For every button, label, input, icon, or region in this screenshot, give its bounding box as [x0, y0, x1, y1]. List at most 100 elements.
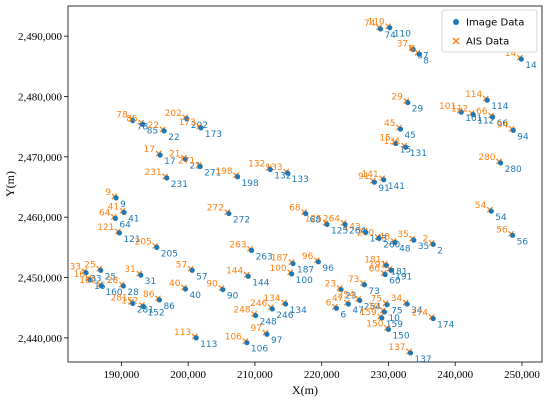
- image-point-label: 48: [399, 245, 411, 255]
- image-marker: [498, 160, 504, 166]
- ais-point-label: 112: [451, 105, 468, 115]
- image-point-label: 31: [145, 277, 156, 287]
- ais-point-label: 159: [360, 308, 377, 318]
- image-point-label: 106: [251, 345, 268, 355]
- x-tick-label: 220,000: [304, 369, 340, 381]
- ais-point-label: 66: [476, 107, 488, 117]
- ais-point-label: 40: [169, 279, 181, 289]
- ship-point: 121 121: [97, 223, 140, 245]
- image-marker: [164, 175, 170, 181]
- x-tick-label: 210,000: [237, 369, 273, 381]
- ship-point: 96 96: [302, 252, 334, 274]
- y-tick-label: 2,460,000: [18, 212, 63, 224]
- ais-point-label: 254: [338, 290, 355, 300]
- image-marker: [184, 116, 190, 122]
- image-point-label: 263: [256, 252, 273, 262]
- image-point-label: 272: [233, 216, 250, 226]
- ship-point: 25 25: [84, 260, 116, 282]
- ais-point-label: 114: [465, 90, 482, 100]
- ship-point: 34 34: [391, 294, 423, 316]
- x-tick-label: 230,000: [371, 369, 407, 381]
- image-marker: [157, 152, 163, 158]
- x-tick-label: 190,000: [104, 369, 140, 381]
- x-tick-label: 240,000: [437, 369, 473, 381]
- ais-point-label: 45: [384, 119, 395, 129]
- image-marker: [315, 259, 321, 265]
- image-point-label: 132: [274, 172, 291, 182]
- image-point-label: 191: [395, 272, 412, 282]
- ship-point: 28 28: [107, 276, 139, 298]
- image-marker: [98, 267, 104, 273]
- image-marker: [197, 163, 203, 170]
- ais-point-label: 101: [439, 102, 456, 112]
- ship-point: 198 198: [215, 167, 259, 189]
- image-point-label: 75: [391, 307, 402, 317]
- data-points: 1101107474373788141411411429291011011121…: [70, 18, 537, 365]
- image-marker: [470, 112, 476, 118]
- image-point-label: 131: [410, 149, 427, 159]
- image-marker: [140, 303, 147, 310]
- image-marker: [193, 335, 199, 341]
- image-point-label: 47: [352, 306, 363, 316]
- ais-point-label: 100: [269, 264, 286, 274]
- ais-point-label: 37: [397, 39, 408, 49]
- ship-point: 173 173: [179, 118, 222, 140]
- ship-point: 45 45: [384, 119, 416, 141]
- image-point-label: 141: [388, 182, 405, 192]
- ship-point: 35 35: [397, 230, 429, 252]
- ship-point: 21 21: [169, 149, 201, 171]
- image-point-label: 74: [384, 31, 396, 41]
- ais-point-label: 6: [326, 298, 332, 308]
- image-point-label: 231: [171, 180, 188, 190]
- ais-point-label: 132: [248, 160, 265, 170]
- y-axis: 2,440,000 2,450,000 2,460,000 2,470,000 2,48…: [18, 31, 68, 345]
- ship-point: 10 10: [368, 302, 400, 324]
- image-point-label: 66: [497, 119, 509, 129]
- ais-point-label: 152: [121, 296, 138, 306]
- image-point-label: 6: [340, 310, 346, 320]
- ship-point: 85 85: [126, 114, 158, 136]
- image-marker: [252, 312, 259, 319]
- ais-point-label: 47: [332, 294, 343, 304]
- image-marker: [285, 170, 291, 176]
- image-marker: [248, 247, 255, 253]
- image-marker: [393, 140, 399, 147]
- image-marker: [387, 25, 393, 31]
- ship-point: 97 97: [250, 324, 282, 346]
- ais-point-label: 94: [497, 120, 509, 130]
- image-marker: [98, 283, 104, 289]
- image-marker: [430, 315, 436, 322]
- ais-point-label: 272: [207, 204, 224, 214]
- ais-point-label: 246: [250, 299, 267, 309]
- image-marker: [290, 261, 296, 267]
- ship-point: 114 114: [465, 90, 509, 112]
- ship-point: 94 94: [497, 120, 529, 142]
- image-point-label: 248: [260, 318, 277, 328]
- ais-point-label: 33: [70, 263, 81, 273]
- ais-point-label: 17: [144, 145, 155, 155]
- ship-point: 37 37: [397, 39, 429, 61]
- image-marker: [130, 300, 136, 307]
- image-marker: [156, 297, 163, 303]
- image-point-label: 101: [465, 114, 482, 124]
- image-point-label: 125: [331, 226, 348, 236]
- ais-point-label: 91: [358, 172, 369, 182]
- image-point-label: 54: [495, 213, 507, 223]
- image-marker: [324, 221, 330, 228]
- image-marker: [458, 109, 464, 115]
- ship-point: 144 144: [226, 266, 270, 288]
- ship-point: 150 150: [366, 319, 410, 341]
- image-marker: [388, 267, 394, 273]
- image-point-label: 134: [290, 306, 307, 316]
- image-point-label: 68: [310, 216, 322, 226]
- ais-point-label: 57: [176, 260, 187, 270]
- ais-point-label: 110: [368, 18, 385, 28]
- image-marker: [154, 244, 160, 250]
- image-marker: [376, 235, 382, 241]
- image-point-label: 23: [345, 292, 356, 302]
- image-point-label: 264: [349, 226, 366, 236]
- ship-point: 143 143: [344, 222, 387, 244]
- image-marker: [377, 26, 384, 32]
- legend-marker-image: [453, 19, 459, 25]
